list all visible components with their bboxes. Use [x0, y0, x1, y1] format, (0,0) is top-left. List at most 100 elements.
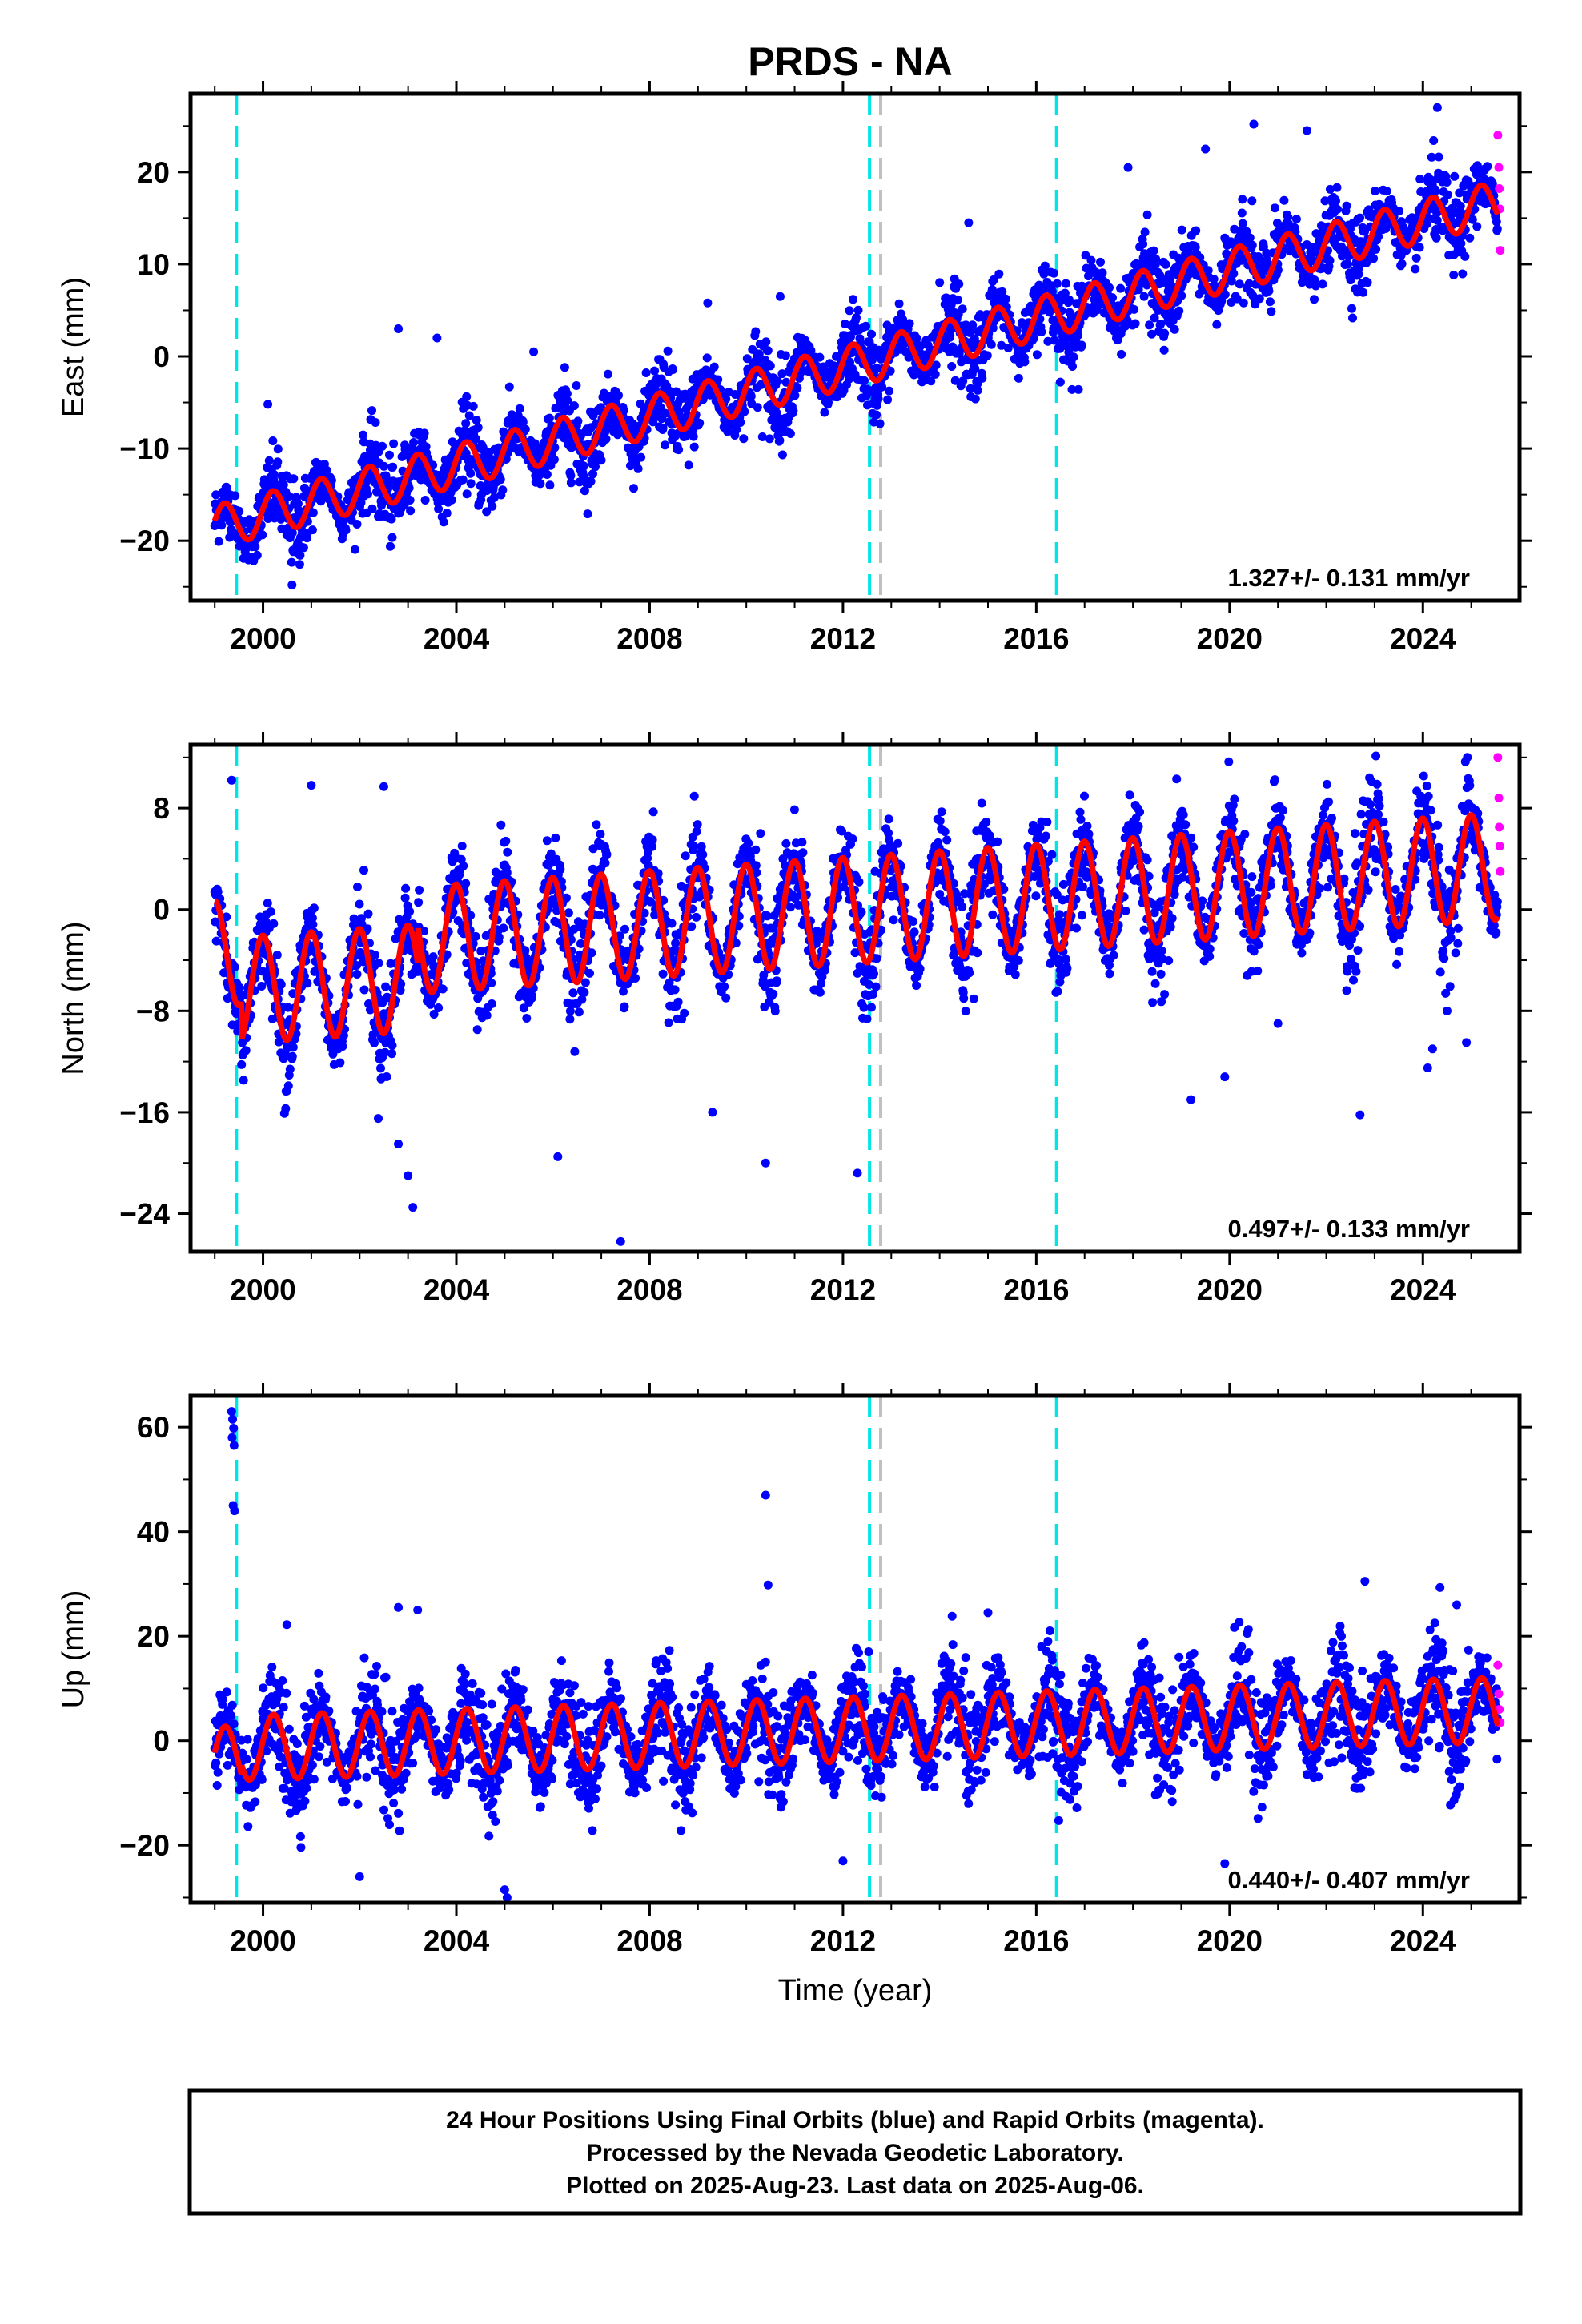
north-point [527, 993, 536, 1003]
north-point [257, 982, 267, 991]
east-point [1064, 295, 1074, 304]
east-outlier-point [432, 333, 442, 343]
east-point [535, 470, 544, 480]
east-point [251, 542, 260, 552]
east-point [1411, 264, 1420, 274]
east-point [656, 403, 665, 412]
east-point [293, 499, 303, 509]
east-point [1434, 152, 1443, 162]
north-point [720, 982, 729, 991]
east-point [464, 411, 474, 420]
east-x-tick-label: 2008 [616, 622, 682, 655]
east-point [1371, 187, 1380, 195]
east-point [689, 432, 698, 441]
north-point [457, 842, 467, 850]
east-point [765, 361, 775, 371]
north-point [687, 922, 697, 931]
east-point [757, 432, 767, 441]
east-point [287, 528, 297, 537]
east-point [550, 443, 560, 452]
east-rapid-orbit-point [1493, 131, 1503, 140]
east-point [520, 424, 530, 434]
east-point [1415, 175, 1425, 184]
east-point [785, 429, 795, 438]
east-point [789, 406, 798, 416]
east-point [641, 368, 651, 377]
east-y-tick-label: −10 [119, 432, 170, 465]
east-point [853, 305, 863, 315]
north-point [789, 805, 799, 814]
east-point [1318, 279, 1327, 289]
east-point [1431, 186, 1440, 195]
east-outlier-point [1201, 144, 1211, 154]
east-point [252, 550, 262, 560]
east-point [948, 342, 958, 352]
east-point [1037, 327, 1046, 336]
east-outlier-point [394, 324, 404, 333]
east-point [1325, 255, 1335, 265]
north-point [374, 959, 383, 968]
east-point [367, 406, 376, 416]
east-point [982, 351, 992, 360]
north-point [869, 990, 877, 999]
east-point [765, 434, 774, 444]
east-point [545, 480, 555, 490]
north-point [496, 820, 506, 830]
north-point [308, 919, 318, 929]
east-point [1429, 136, 1439, 145]
north-point [434, 1003, 444, 1012]
north-final-orbit-points [210, 751, 1502, 1246]
east-point [1238, 219, 1247, 228]
east-point [1255, 294, 1264, 304]
north-point [487, 979, 496, 987]
east-point [580, 486, 589, 496]
east-point [420, 496, 430, 505]
north-point [631, 974, 640, 983]
east-point [563, 396, 572, 405]
east-point [824, 397, 833, 407]
east-point [504, 382, 514, 392]
east-point [978, 373, 987, 383]
north-point [797, 838, 807, 847]
east-point [1382, 187, 1391, 196]
east-point [872, 410, 881, 420]
east-point [721, 394, 731, 404]
north-point [382, 1072, 391, 1081]
north-point [335, 1058, 345, 1068]
east-point [849, 295, 857, 304]
east-point [1395, 207, 1404, 216]
east-point [894, 299, 904, 308]
east-outlier-point [529, 347, 539, 356]
east-point [371, 418, 380, 427]
east-point [462, 489, 472, 499]
east-outlier-point [1302, 126, 1311, 135]
north-point [600, 858, 610, 868]
east-point [214, 537, 223, 546]
north-point [648, 835, 657, 845]
north-point [585, 968, 594, 978]
north-point [281, 1104, 291, 1113]
north-point [697, 842, 706, 851]
east-point [231, 491, 240, 501]
east-point [751, 327, 761, 336]
north-point [744, 838, 753, 848]
east-point [439, 517, 448, 527]
north-point [595, 911, 604, 920]
east-point [308, 508, 318, 517]
east-point [986, 340, 996, 349]
east-point [601, 434, 611, 444]
north-point [387, 1049, 396, 1059]
north-point [487, 999, 496, 1008]
east-outlier-point [964, 218, 974, 227]
north-point [592, 820, 601, 830]
east-outlier-point [263, 400, 273, 409]
east-point [739, 434, 749, 444]
chart-title: PRDS - NA [748, 39, 953, 84]
east-x-tick-label: 2024 [1390, 622, 1456, 655]
east-plot-area [210, 94, 1505, 601]
east-point [604, 369, 612, 379]
east-point [235, 506, 244, 516]
east-point [1139, 292, 1149, 301]
north-point [359, 985, 369, 995]
east-point [1165, 275, 1174, 284]
